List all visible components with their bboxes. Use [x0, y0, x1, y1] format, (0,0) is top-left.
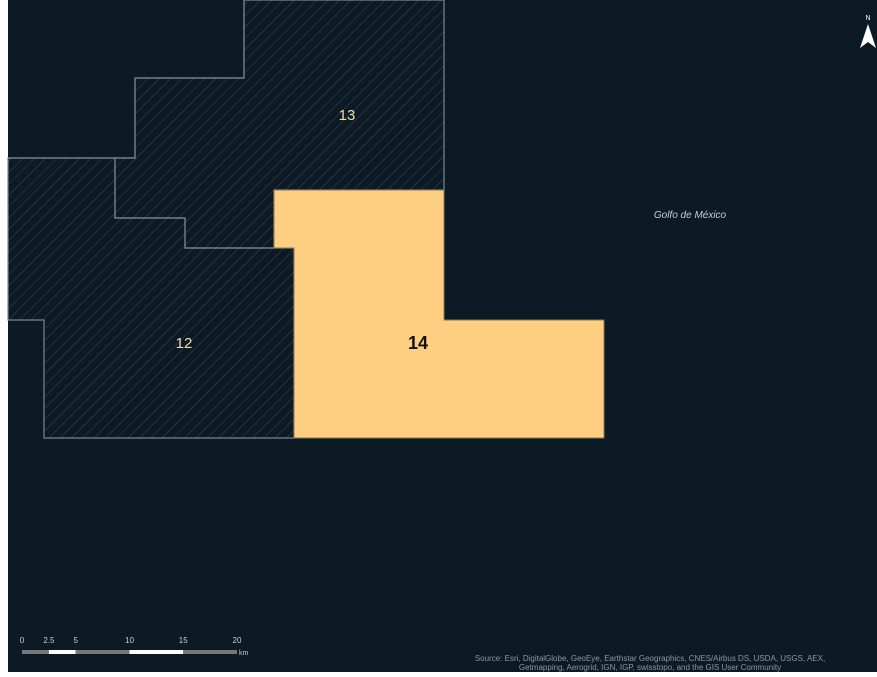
scale-segment	[129, 650, 184, 654]
scale-segment	[22, 650, 49, 654]
scale-segment	[48, 650, 76, 654]
north-label: N	[865, 15, 870, 22]
block-label: 13	[339, 107, 356, 124]
scale-tick-label: 10	[125, 636, 134, 645]
block-label: 12	[176, 335, 193, 352]
scale-tick-label: 5	[74, 636, 79, 645]
attribution: Getmapping, Aerogrid, IGN, IGP, swisstop…	[519, 663, 781, 672]
scale-tick-label: 2.5	[43, 636, 55, 645]
scale-unit: km	[239, 650, 249, 657]
scale-bar: 0 2.5 5 10 15 20 km	[20, 636, 249, 657]
scale-tick-label: 0	[20, 636, 25, 645]
scale-tick-label: 15	[179, 636, 188, 645]
block-label: 14	[408, 333, 428, 353]
attribution: Source: Esri, DigitalGlobe, GeoEye, Eart…	[475, 654, 825, 663]
scale-tick-label: 20	[233, 636, 242, 645]
scale-segment	[183, 650, 237, 654]
scale-segment	[75, 650, 130, 654]
block-14	[273, 189, 605, 439]
sea-label: Golfo de México	[654, 210, 727, 221]
north-arrow	[860, 24, 876, 48]
